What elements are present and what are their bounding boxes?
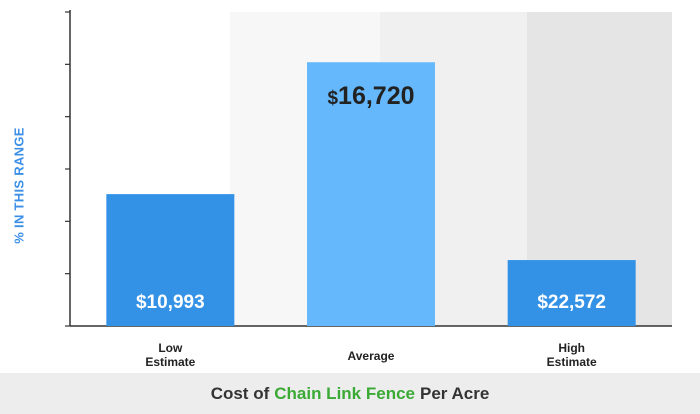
x-tick-label-low: Low Estimate	[145, 341, 195, 369]
bar-low	[106, 194, 235, 326]
chart-title-highlight: Chain Link Fence	[274, 383, 415, 403]
bar-high	[507, 260, 636, 326]
y-axis-label: % IN THIS RANGE	[11, 126, 27, 244]
x-tick-label-high: High Estimate	[547, 341, 597, 369]
data-label-average: $16,720	[327, 82, 414, 110]
data-label-high: $22,572	[537, 292, 606, 313]
bar-average	[307, 62, 435, 327]
x-tick-label-average: Average	[348, 349, 395, 363]
chart-title-suffix: Per Acre	[419, 383, 490, 403]
y-axis-label-wrap: % IN THIS RANGE	[6, 60, 32, 310]
data-label-low: $10,993	[136, 292, 205, 313]
chart-title-prefix: Cost of	[210, 383, 270, 403]
chart-title: Cost of Chain Link Fence Per Acre	[0, 373, 700, 414]
